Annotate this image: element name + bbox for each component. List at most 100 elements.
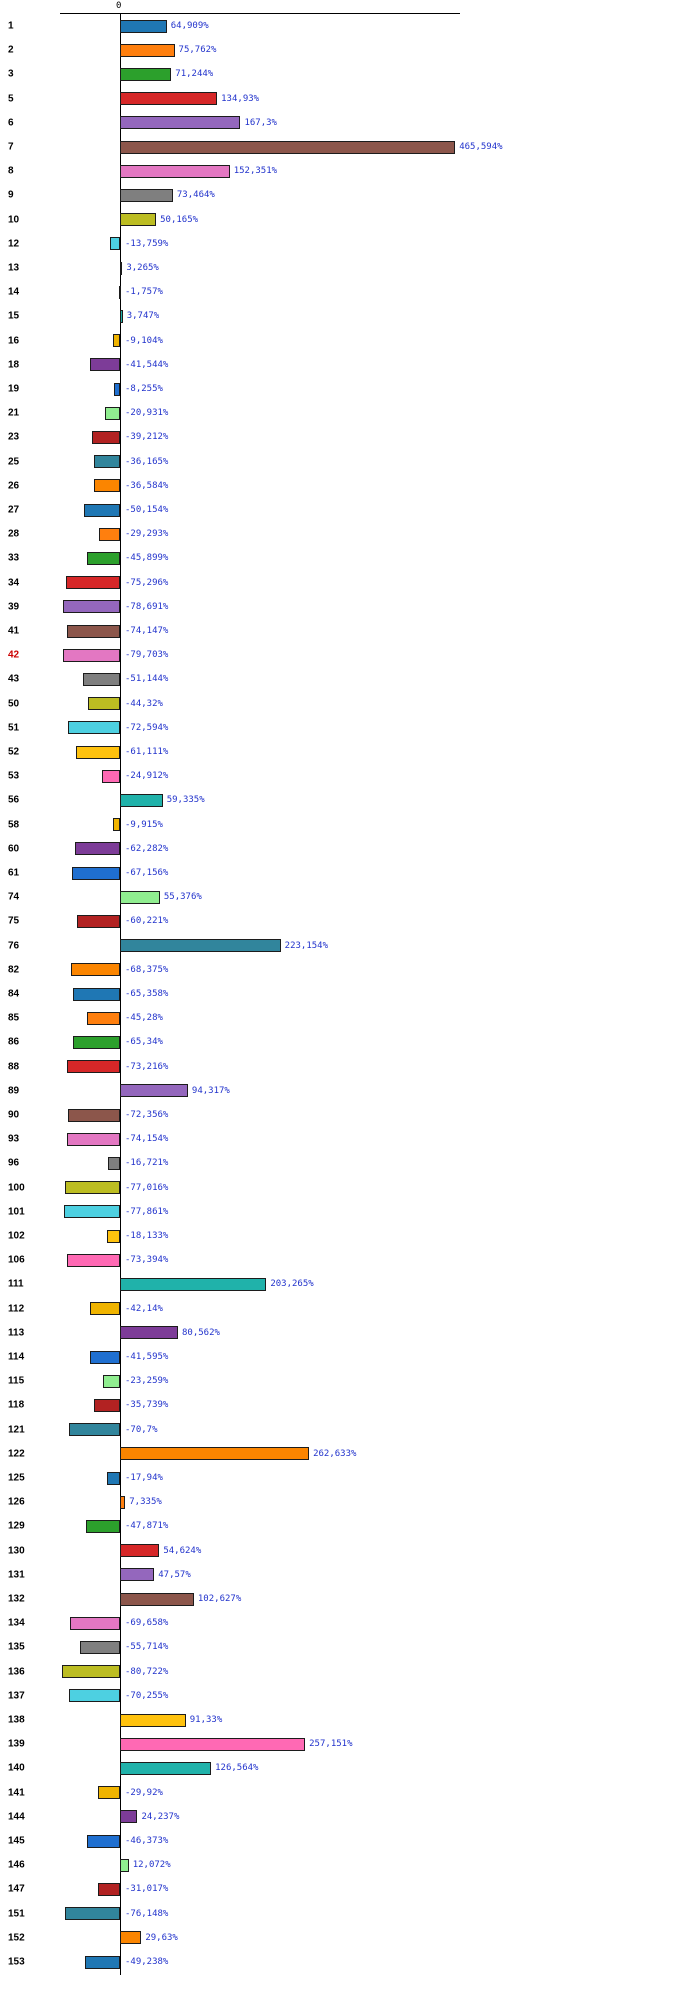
bar [70, 963, 120, 977]
chart-row: 15 3,747% [0, 304, 700, 328]
bar [64, 1181, 120, 1195]
value-label: -42,14% [125, 1303, 163, 1314]
value-label: -47,871% [125, 1521, 169, 1532]
value-label: 134,93% [221, 93, 260, 104]
value-label: 47,57% [158, 1569, 191, 1580]
value-label: -70,255% [125, 1690, 169, 1701]
bar [120, 43, 175, 57]
value-label: -73,216% [125, 1061, 169, 1072]
value-label: -60,221% [125, 916, 169, 927]
bar [62, 648, 120, 662]
bar [120, 1084, 188, 1098]
row-label: 101 [8, 1206, 25, 1218]
row-label: 9 [8, 189, 14, 201]
value-label: 73,464% [176, 190, 215, 201]
row-label: 33 [8, 552, 20, 564]
value-label: 152,351% [233, 166, 278, 177]
chart-row: 131 47,57% [0, 1563, 700, 1587]
value-label: -23,259% [125, 1376, 169, 1387]
row-label: 151 [8, 1908, 25, 1920]
row-label: 10 [8, 214, 20, 226]
bar [120, 1326, 178, 1340]
row-label: 152 [8, 1932, 25, 1944]
chart-row: 7 465,594% [0, 135, 700, 159]
row-label: 82 [8, 964, 20, 976]
row-label: 42 [8, 649, 20, 661]
row-label: 74 [8, 891, 20, 903]
chart-row: 112 -42,14% [0, 1297, 700, 1321]
value-label: -46,373% [125, 1836, 169, 1847]
value-label: -31,017% [125, 1884, 169, 1895]
chart-row: 52 -61,111% [0, 740, 700, 764]
value-label: -69,658% [125, 1618, 169, 1629]
value-label: -55,714% [125, 1642, 169, 1653]
chart-row: 132 102,627% [0, 1587, 700, 1611]
bar [120, 19, 167, 33]
row-label: 18 [8, 359, 20, 371]
value-label: -72,356% [125, 1110, 169, 1121]
value-label: 94,317% [191, 1085, 230, 1096]
bar [120, 939, 281, 953]
value-label: -41,595% [125, 1352, 169, 1363]
row-label: 93 [8, 1133, 20, 1145]
bar [107, 1471, 120, 1485]
chart-row: 146 12,072% [0, 1853, 700, 1877]
row-label: 41 [8, 625, 20, 637]
chart-row: 111 203,265% [0, 1272, 700, 1296]
row-label: 21 [8, 407, 20, 419]
row-label: 129 [8, 1520, 25, 1532]
chart-row: 82 -68,375% [0, 958, 700, 982]
value-label: -65,358% [125, 989, 169, 1000]
value-label: -29,293% [125, 529, 169, 540]
value-label: -16,721% [125, 1158, 169, 1169]
row-label: 100 [8, 1182, 25, 1194]
chart-row: 61 -67,156% [0, 861, 700, 885]
value-label: 223,154% [284, 940, 329, 951]
row-label: 147 [8, 1883, 25, 1895]
chart-row: 33 -45,899% [0, 546, 700, 570]
bar [120, 67, 172, 81]
zero-axis-line [120, 13, 121, 1975]
value-label: -39,212% [125, 432, 169, 443]
bar [118, 285, 121, 299]
row-label: 14 [8, 286, 20, 298]
row-label: 27 [8, 504, 20, 516]
bar [120, 164, 230, 178]
chart-row: 151 -76,148% [0, 1902, 700, 1926]
row-label: 141 [8, 1787, 25, 1799]
value-label: 7,335% [129, 1497, 162, 1508]
row-label: 15 [8, 310, 20, 322]
value-label: -67,156% [125, 868, 169, 879]
chart-row: 136 -80,722% [0, 1660, 700, 1684]
bar [66, 624, 120, 638]
chart-row: 134 -69,658% [0, 1611, 700, 1635]
row-label: 58 [8, 819, 20, 831]
chart-row: 23 -39,212% [0, 425, 700, 449]
bar [120, 1544, 160, 1558]
row-label: 76 [8, 940, 20, 952]
value-label: 167,3% [244, 117, 277, 128]
value-label: -77,861% [125, 1206, 169, 1217]
value-label: 3,265% [126, 263, 159, 274]
chart-row: 137 -70,255% [0, 1684, 700, 1708]
bar [120, 1810, 138, 1824]
row-label: 138 [8, 1714, 25, 1726]
chart-row: 34 -75,296% [0, 571, 700, 595]
bar [83, 672, 120, 686]
bar [120, 1761, 212, 1775]
row-label: 12 [8, 238, 20, 250]
chart-row: 53 -24,912% [0, 764, 700, 788]
chart-row: 147 -31,017% [0, 1877, 700, 1901]
chart-row: 60 -62,282% [0, 837, 700, 861]
value-label: -13,759% [125, 238, 169, 249]
zero-tick-label: 0 [116, 1, 122, 11]
row-label: 135 [8, 1641, 25, 1653]
value-label: 64,909% [170, 21, 209, 32]
value-label: -61,111% [125, 747, 169, 758]
value-label: 257,151% [309, 1739, 353, 1750]
value-label: -76,148% [125, 1908, 169, 1919]
row-label: 75 [8, 915, 20, 927]
chart-row: 114 -41,595% [0, 1345, 700, 1369]
chart-rows: 1 64,909% 2 75,762% 3 71,244% 5 134,93% 6 167,3% 7… [0, 14, 700, 1975]
